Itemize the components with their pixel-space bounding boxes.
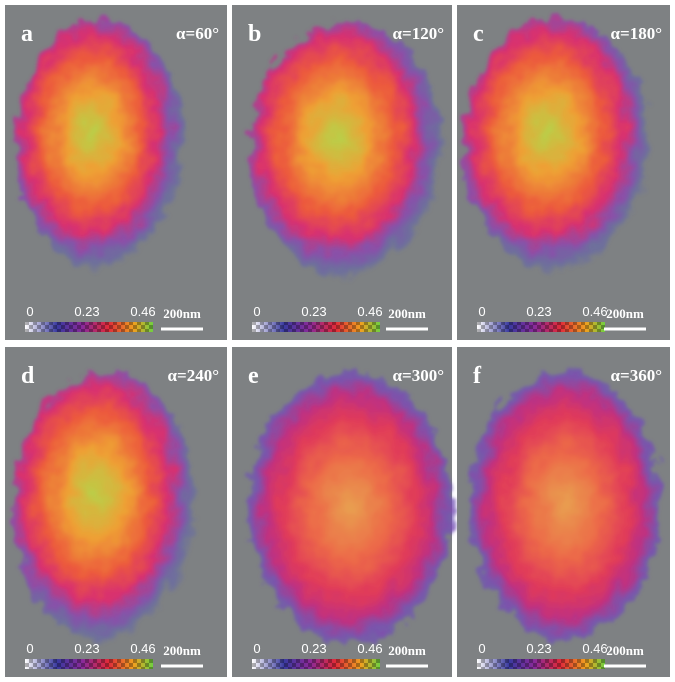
scale-bar-label: 200nm — [388, 306, 426, 321]
scale-bar-label: 200nm — [163, 643, 201, 658]
panel: b α=120° 0 0.23 0.46 200nm — [232, 5, 452, 340]
particle-image — [15, 20, 185, 270]
panel: e α=300° 0 0.23 0.46 200nm — [232, 347, 452, 677]
scale-bar-label: 200nm — [606, 306, 644, 321]
colorbar-tick-label: 0.23 — [74, 641, 99, 656]
colorbar-tick-label: 0.23 — [301, 304, 326, 319]
colorbar-tick-label: 0 — [26, 641, 33, 656]
colorbar-tick-label: 0.46 — [582, 641, 607, 656]
angle-label: α=360° — [611, 366, 662, 385]
angle-label: α=240° — [168, 366, 219, 385]
colorbar-tick-label: 0.23 — [74, 304, 99, 319]
colorbar-checker — [252, 322, 380, 332]
panel: d α=240° 0 0.23 0.46 200nm — [5, 347, 227, 677]
angle-label: α=180° — [611, 24, 662, 43]
colorbar-checker — [25, 322, 153, 332]
particle-image — [13, 372, 197, 642]
panel-label: e — [248, 363, 259, 389]
colorbar-checker — [477, 659, 605, 669]
colorbar-tick-label: 0.23 — [526, 304, 551, 319]
scale-bar-label: 200nm — [606, 643, 644, 658]
colorbar-tick-label: 0 — [26, 304, 33, 319]
colorbar-checker — [25, 659, 153, 669]
colorbar-tick-label: 0.46 — [357, 304, 382, 319]
panel-label: f — [473, 363, 482, 389]
colorbar-tick-label: 0.46 — [357, 641, 382, 656]
colorbar-tick-label: 0.46 — [130, 304, 155, 319]
scale-bar-label: 200nm — [388, 643, 426, 658]
panel-label: d — [21, 363, 35, 389]
colorbar-tick-label: 0.46 — [582, 304, 607, 319]
panel-label: c — [473, 21, 484, 47]
panel-label: a — [21, 21, 33, 47]
colorbar-tick-label: 0 — [253, 304, 260, 319]
colorbar-checker — [477, 322, 605, 332]
panel-label: b — [248, 21, 261, 47]
figure: aα=60°00.230.46200nmbα=120°00.230.46200n… — [0, 0, 675, 682]
colorbar-tick-label: 0.23 — [526, 641, 551, 656]
colorbar-tick-label: 0 — [253, 641, 260, 656]
scale-bar-label: 200nm — [163, 306, 201, 321]
panel: a α=60° 0 0.23 0.46 200nm — [5, 5, 227, 340]
angle-label: α=120° — [393, 24, 444, 43]
colorbar-tick-label: 0 — [478, 641, 485, 656]
particle-image — [462, 18, 652, 272]
particle-image — [469, 370, 661, 640]
colorbar-checker — [252, 659, 380, 669]
colorbar-tick-label: 0.23 — [301, 641, 326, 656]
particle-image — [248, 372, 452, 642]
angle-label: α=300° — [393, 366, 444, 385]
colorbar-tick-label: 0.46 — [130, 641, 155, 656]
particle-image — [250, 22, 444, 278]
colorbar-tick-label: 0 — [478, 304, 485, 319]
angle-label: α=60° — [176, 24, 219, 43]
